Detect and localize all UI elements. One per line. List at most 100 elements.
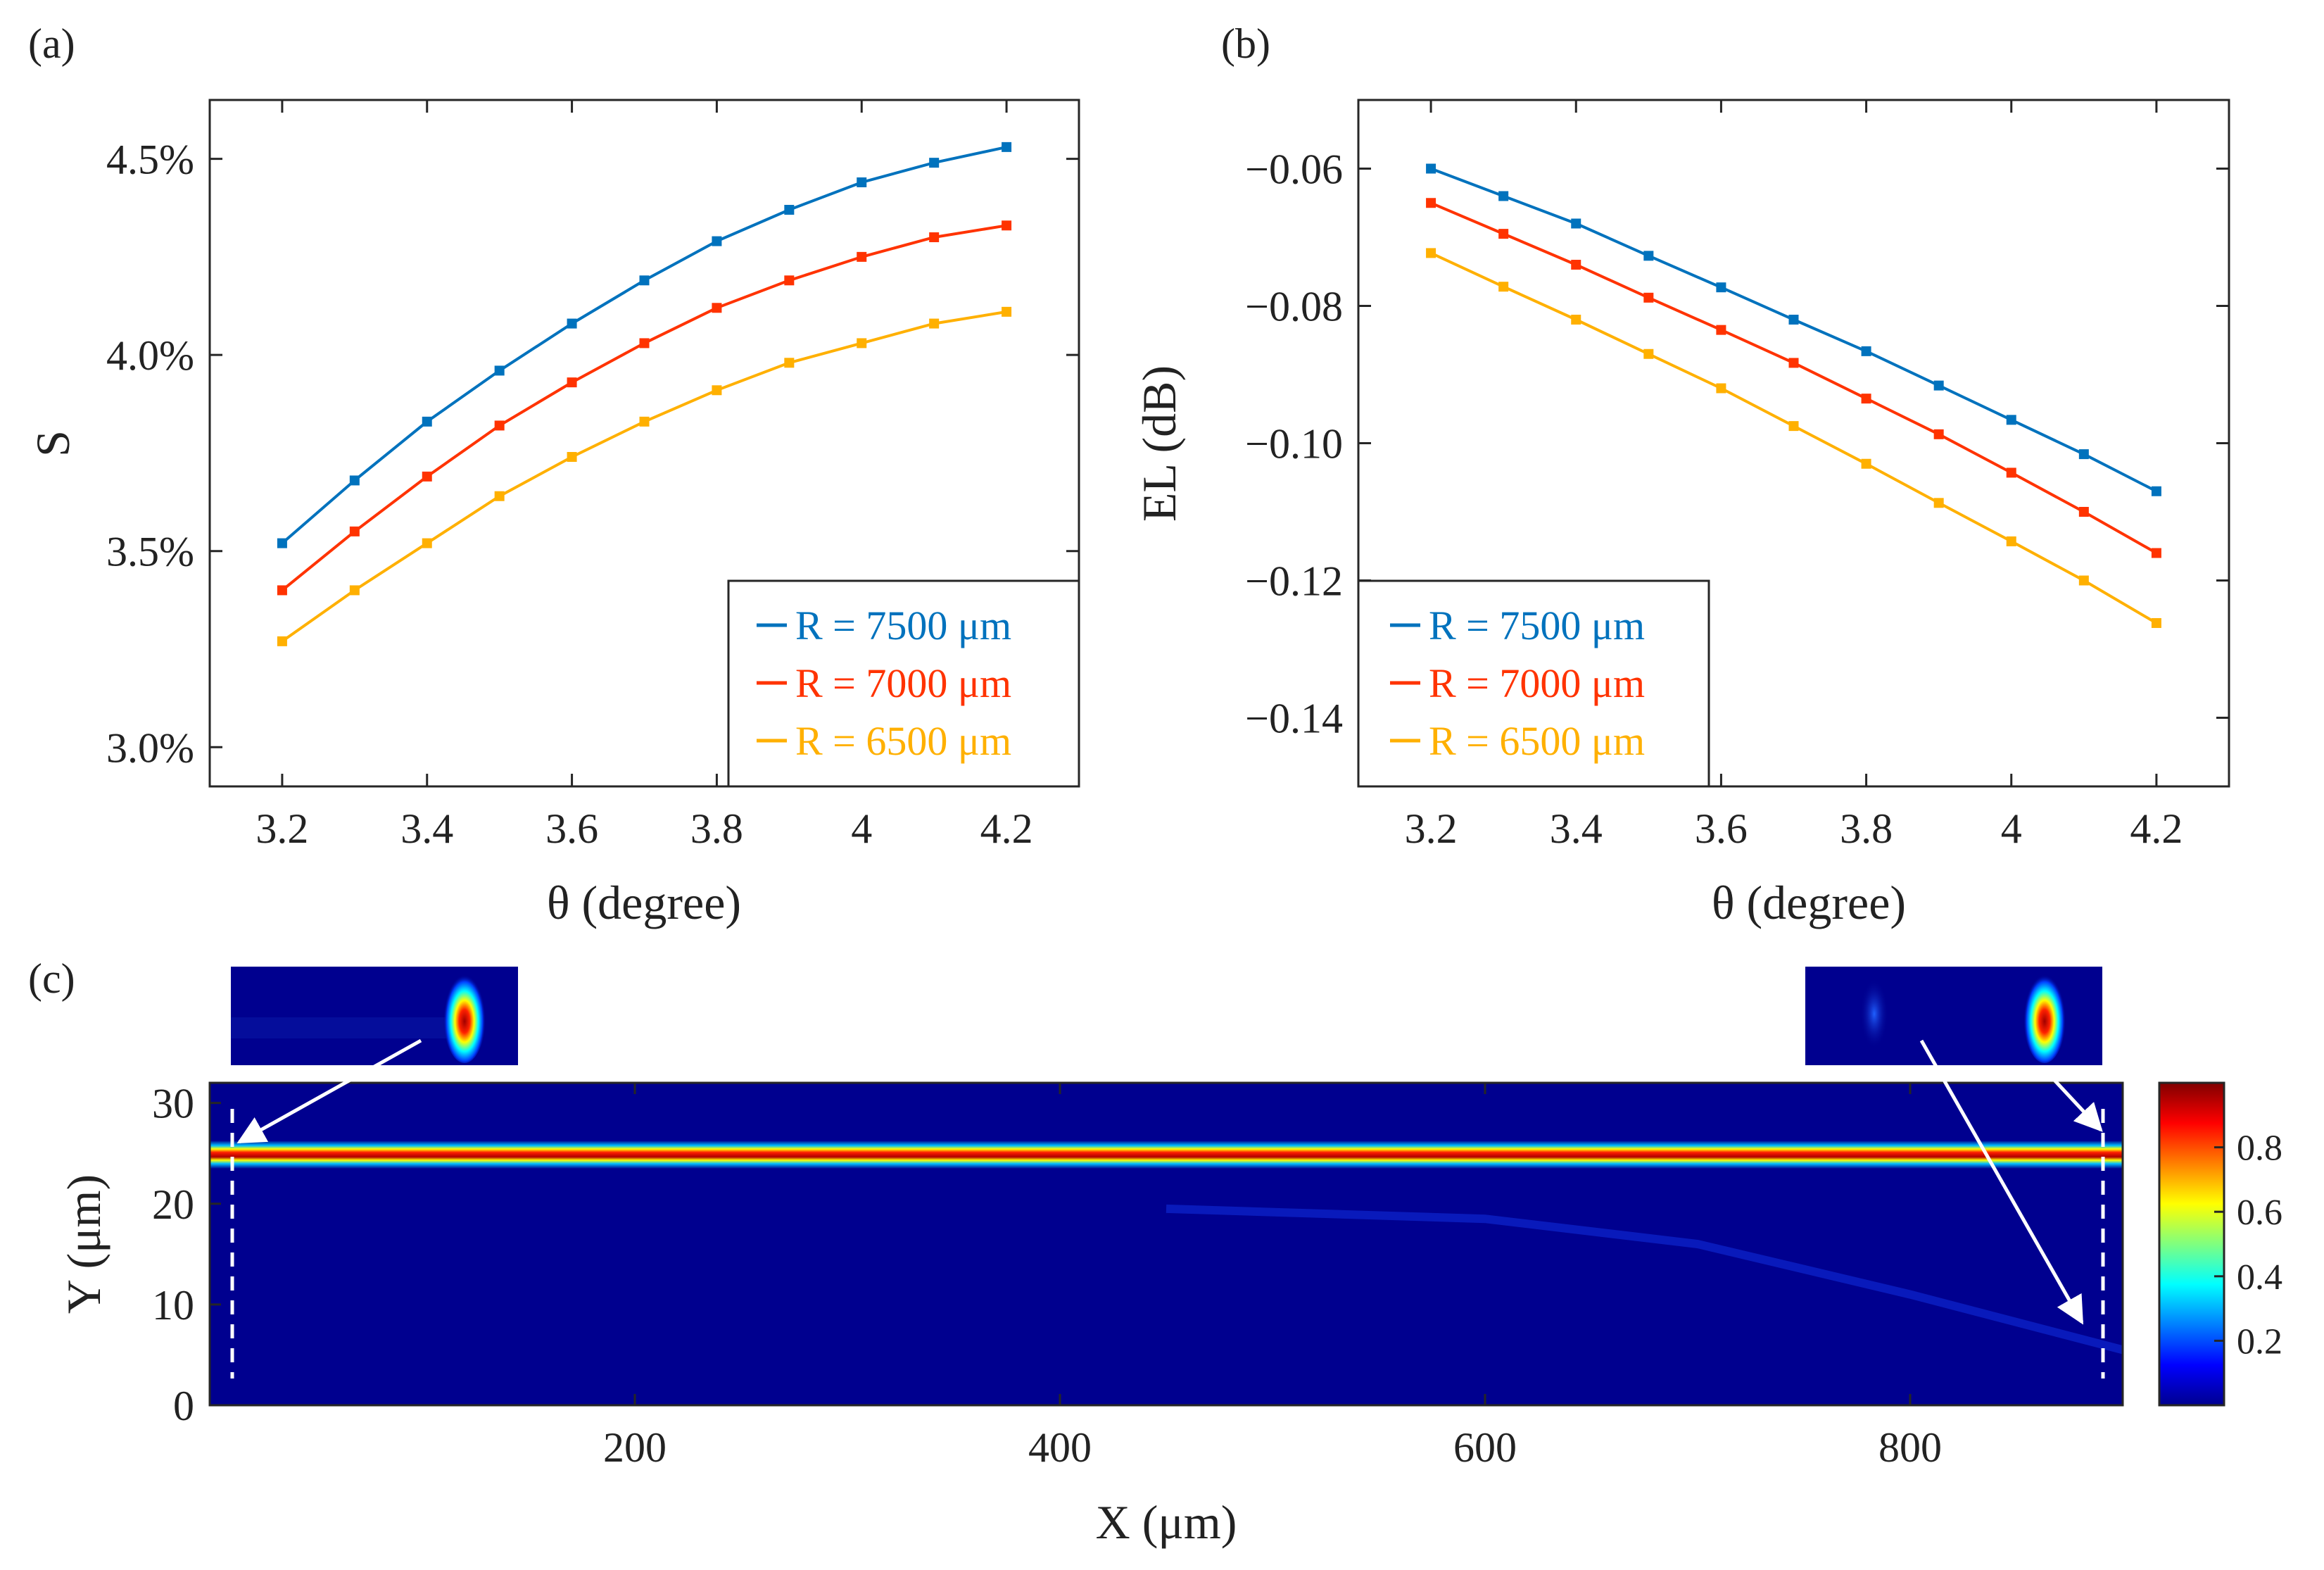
legend-a-text-1: R = 7500 μm <box>795 603 1011 648</box>
a-xtick-label: 3.4 <box>400 805 453 852</box>
c-xtick-label: 600 <box>1453 1424 1517 1471</box>
a-series-2-marker <box>277 585 287 596</box>
heatmap-field <box>210 1083 2123 1405</box>
c-ytick-label: 10 <box>152 1282 194 1329</box>
b-series-3-marker <box>2006 536 2016 546</box>
a-series-1-marker <box>929 158 940 168</box>
panel-c-ticks: 200 400 600 800 0 10 20 30 <box>152 1081 1942 1471</box>
colorbar-tick-label: 0.6 <box>2237 1193 2282 1233</box>
b-ytick-label: −0.12 <box>1245 558 1343 605</box>
c-xtick-label: 400 <box>1028 1424 1092 1471</box>
a-series-3-marker <box>1002 306 1012 317</box>
panel-a-series <box>277 142 1012 646</box>
inset-right-faint-spot <box>1860 979 1888 1049</box>
a-series-3-marker <box>494 491 505 501</box>
b-series-3-marker <box>1426 248 1436 258</box>
a-series-3-marker <box>277 636 287 646</box>
a-series-2-marker <box>929 232 940 242</box>
arrow-inset-right-bus <box>2050 1076 2103 1132</box>
b-series-3-marker <box>1933 498 1944 508</box>
a-series-2-marker <box>784 275 795 286</box>
panel-b: (b) 3.2 3.4 3.6 3.8 4 4.2 −0.06 −0.08 −0.10 −0.12… <box>1132 20 2230 929</box>
panel-a-ylabel: S <box>26 430 80 457</box>
b-ytick-label: −0.14 <box>1245 696 1343 742</box>
b-ytick-label: −0.08 <box>1245 284 1343 330</box>
b-series-2-marker <box>1571 260 1581 270</box>
a-xtick-label: 4.2 <box>980 805 1033 852</box>
a-series-2-marker <box>857 251 867 262</box>
b-series-3-marker <box>1788 421 1799 432</box>
inset-right <box>1805 967 2102 1065</box>
a-series-2-marker <box>494 420 505 431</box>
b-series-1-marker <box>1571 218 1581 229</box>
inset-right-mode-spot <box>2023 970 2066 1063</box>
a-series-3-marker <box>567 452 577 462</box>
c-xtick-label: 200 <box>603 1424 667 1471</box>
a-series-1-marker <box>712 236 722 246</box>
panel-a-ticks: 3.2 3.4 3.6 3.8 4 4.2 3.0% 3.5% 4.0% 4.5% <box>106 100 1079 852</box>
a-xtick-label: 4 <box>851 805 872 852</box>
a-series-1-marker <box>857 177 867 187</box>
b-series-2-marker <box>1643 292 1654 303</box>
legend-b-text-3: R = 6500 μm <box>1429 718 1645 764</box>
a-series-1-marker <box>494 365 505 376</box>
b-series-2-marker <box>2151 548 2161 558</box>
b-series-3-marker <box>2078 575 2089 586</box>
panel-c-xlabel: X (μm) <box>1096 1495 1237 1549</box>
b-series-1-marker <box>2151 486 2161 496</box>
c-ytick-label: 20 <box>152 1181 194 1228</box>
inset-left <box>231 967 518 1065</box>
b-ytick-label: −0.10 <box>1245 421 1343 467</box>
panel-b-ticks: 3.2 3.4 3.6 3.8 4 4.2 −0.06 −0.08 −0.10 −0.12 −0.1… <box>1245 100 2229 852</box>
b-series-2-marker <box>1498 229 1509 239</box>
b-xtick-label: 3.8 <box>1840 805 1893 852</box>
colorbar-ticks: 0.2 0.4 0.6 0.8 <box>2214 1129 2282 1362</box>
b-series-1-marker <box>2078 449 2089 460</box>
b-series-1-marker <box>1933 380 1944 391</box>
colorbar-gradient <box>2158 1081 2225 1407</box>
a-xtick-label: 3.2 <box>255 805 308 852</box>
colorbar-tick-label: 0.4 <box>2237 1257 2282 1298</box>
a-ytick-label: 4.5% <box>106 137 194 183</box>
b-xtick-label: 4 <box>2001 805 2022 852</box>
a-ytick-label: 3.0% <box>106 724 194 771</box>
c-ytick-label: 30 <box>152 1081 194 1127</box>
arrow-inset-right-coupled <box>1919 1039 2084 1325</box>
b-series-2-marker <box>1716 325 1726 335</box>
b-series-3-marker <box>1498 282 1509 292</box>
panel-a: (a) 3.2 3.4 3.6 3.8 4 4.2 3.0% 3.5% 4.0% 4.5% θ (… <box>26 20 1080 929</box>
b-ytick-label: −0.06 <box>1245 146 1343 193</box>
b-xtick-label: 3.6 <box>1695 805 1748 852</box>
a-series-1-marker <box>784 205 795 215</box>
b-series-2-marker <box>1933 429 1944 439</box>
b-series-2-marker <box>1861 394 1871 404</box>
b-series-3-marker <box>1716 383 1726 394</box>
panel-c: (c) 200 400 600 800 0 10 20 30 X (μm) Y (μm) <box>28 955 2282 1549</box>
b-series-1-marker <box>1788 315 1799 325</box>
b-xtick-label: 4.2 <box>2130 805 2183 852</box>
bus-waveguide <box>210 1141 2123 1169</box>
b-series-3-marker <box>1571 315 1581 325</box>
panel-b-label: (b) <box>1221 20 1270 67</box>
colorbar-tick-label: 0.8 <box>2237 1129 2282 1169</box>
a-series-2-marker <box>1002 220 1012 231</box>
colorbar-tick-label: 0.2 <box>2237 1321 2282 1362</box>
a-series-3-marker <box>857 338 867 348</box>
b-series-1-marker <box>1426 163 1436 174</box>
b-series-2-marker <box>1788 358 1799 368</box>
a-series-3-marker <box>349 585 360 596</box>
panel-c-label: (c) <box>28 955 75 1002</box>
b-series-1-marker <box>1716 282 1726 293</box>
a-series-1-marker <box>639 275 650 286</box>
a-series-1-marker <box>567 318 577 329</box>
a-series-2-marker <box>349 526 360 536</box>
panel-b-series <box>1426 163 2161 628</box>
c-ytick-label: 0 <box>173 1383 194 1429</box>
coupled-waveguide-path <box>1166 1204 2124 1355</box>
a-series-1-marker <box>277 538 287 548</box>
a-series-3-marker <box>712 385 722 396</box>
a-series-2-marker <box>422 471 432 482</box>
panel-c-plot-frame <box>208 1081 2124 1407</box>
legend-b-text-2: R = 7000 μm <box>1429 660 1645 706</box>
